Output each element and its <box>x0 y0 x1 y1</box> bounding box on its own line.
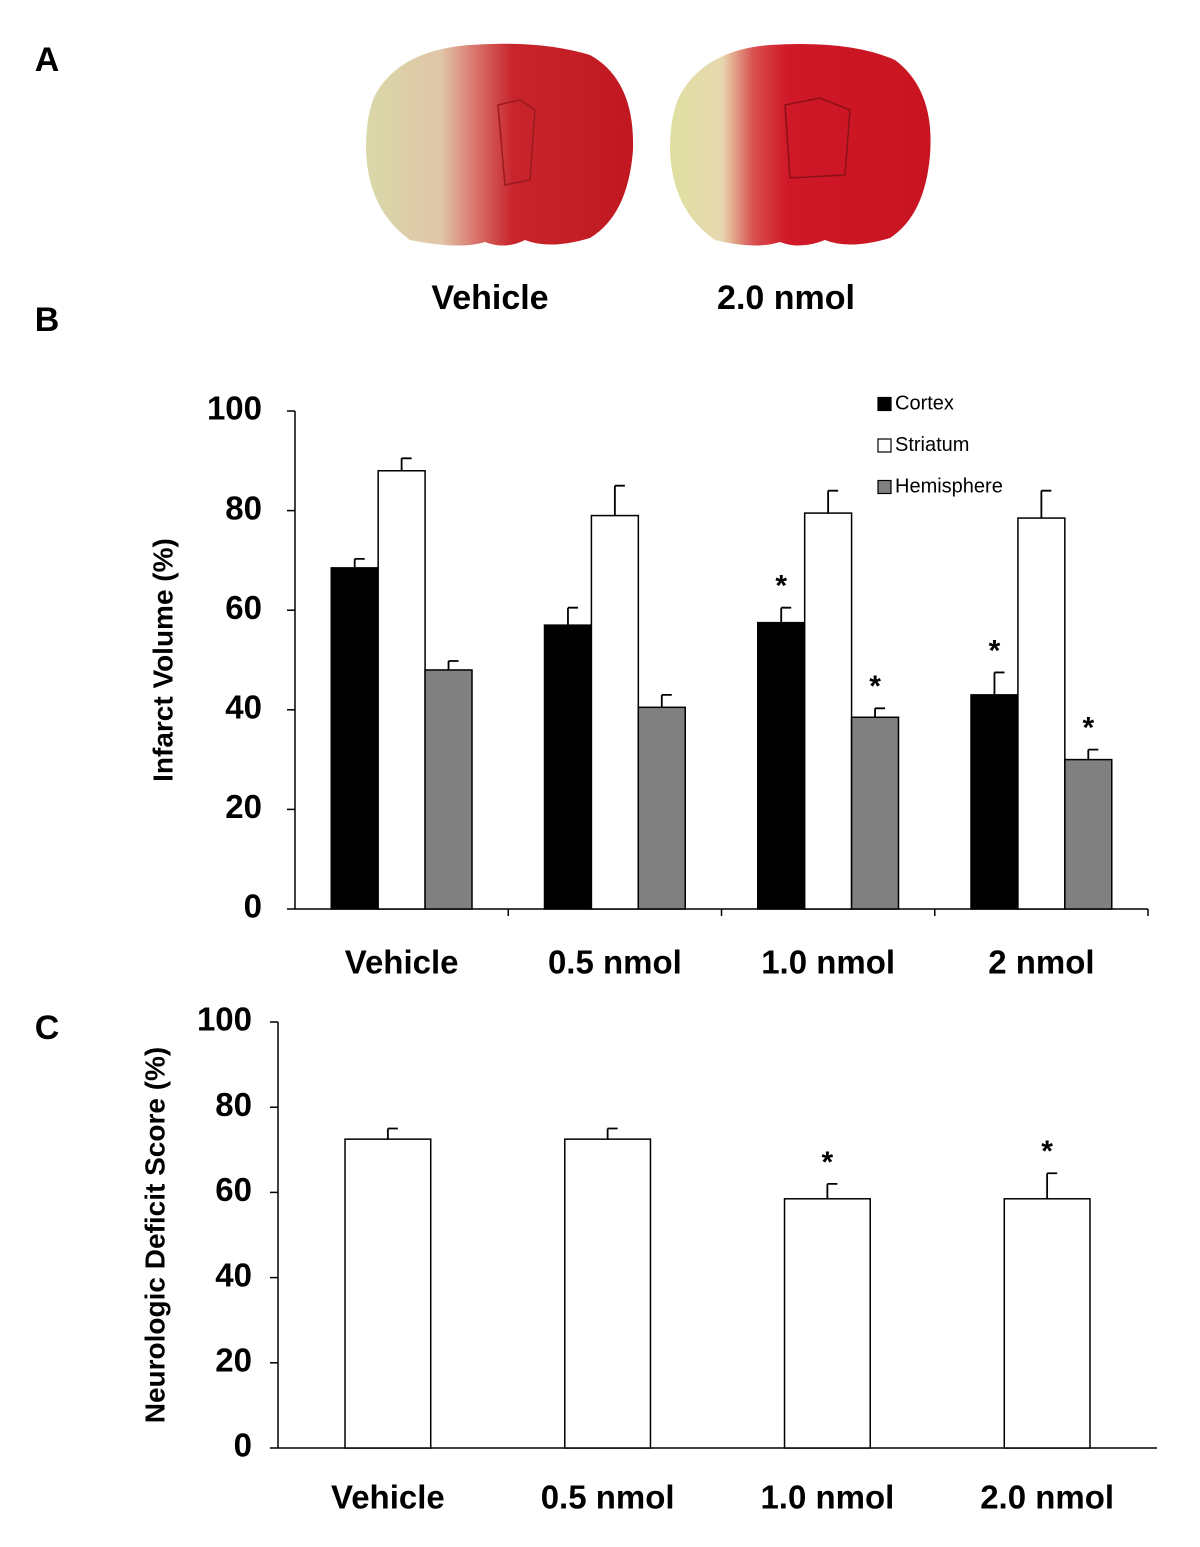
significance-marker: * <box>1082 712 1094 745</box>
y-tick-label: 40 <box>215 1256 252 1293</box>
y-tick-label: 100 <box>197 1001 252 1038</box>
brain-slice-image <box>366 43 634 246</box>
error-bar <box>1040 489 1052 519</box>
bar <box>543 624 593 910</box>
legend-swatch <box>877 438 892 453</box>
x-tick-label: 1.0 nmol <box>761 944 895 981</box>
significance-marker: * <box>775 570 787 603</box>
y-tick-label: 40 <box>225 689 262 726</box>
bar <box>590 514 640 910</box>
y-tick-label: 60 <box>215 1171 252 1208</box>
brain-detail <box>497 99 536 186</box>
legend-label: Striatum <box>895 434 969 456</box>
error-bar <box>606 1127 618 1140</box>
bar <box>850 716 900 910</box>
error-bar <box>613 484 625 516</box>
error-bar <box>1087 748 1099 760</box>
bar <box>330 567 379 910</box>
x-tick-label: Vehicle <box>345 944 459 981</box>
y-tick-label: 80 <box>215 1086 252 1123</box>
error-bar <box>874 707 886 718</box>
error-bar <box>1046 1172 1058 1199</box>
bar <box>783 1198 871 1449</box>
bar <box>637 706 686 910</box>
error-bar <box>780 606 792 623</box>
x-tick-label: 2.0 nmol <box>980 1479 1114 1516</box>
bar <box>1017 517 1066 910</box>
legend-swatch <box>877 479 892 495</box>
bar <box>970 694 1019 910</box>
x-tick-label: 0.5 nmol <box>541 1479 675 1516</box>
bar <box>757 621 806 910</box>
bar <box>424 669 473 910</box>
panel-label: B <box>35 301 60 339</box>
error-bar <box>827 489 839 514</box>
legend-label: Hemisphere <box>895 475 1003 497</box>
x-tick-label: 1.0 nmol <box>760 1479 894 1516</box>
y-axis-label: Neurologic Deficit Score (%) <box>139 1047 170 1424</box>
error-bar <box>993 671 1005 695</box>
error-bar <box>826 1182 838 1199</box>
bar <box>1064 758 1113 910</box>
y-tick-label: 20 <box>225 788 262 825</box>
y-tick-label: 100 <box>207 390 262 427</box>
significance-marker: * <box>989 634 1001 667</box>
y-tick-label: 80 <box>225 489 262 526</box>
y-tick-label: 0 <box>234 1427 252 1464</box>
panel-label: A <box>35 41 60 79</box>
significance-marker: * <box>1041 1135 1053 1168</box>
x-tick-label: Vehicle <box>331 1479 445 1516</box>
error-bar <box>567 606 578 626</box>
image-caption: 2.0 nmol <box>717 279 855 317</box>
bar <box>1003 1198 1091 1449</box>
y-tick-label: 0 <box>244 888 262 925</box>
significance-marker: * <box>822 1146 834 1179</box>
y-tick-label: 20 <box>215 1342 252 1379</box>
legend-label: Cortex <box>895 392 954 414</box>
image-caption: Vehicle <box>431 279 548 317</box>
panel-label: C <box>35 1009 60 1047</box>
brain-detail <box>784 97 851 179</box>
legend-swatch <box>877 396 892 412</box>
brain-slice-image <box>670 44 931 246</box>
bar <box>377 470 426 910</box>
bar <box>564 1138 652 1449</box>
x-tick-label: 0.5 nmol <box>548 944 682 981</box>
error-bar <box>400 457 412 471</box>
significance-marker: * <box>869 670 881 703</box>
bar <box>803 512 853 910</box>
bar <box>344 1138 432 1449</box>
y-axis-label: Infarct Volume (%) <box>147 538 178 782</box>
y-tick-label: 60 <box>225 589 262 626</box>
error-bar <box>447 660 459 670</box>
error-bar <box>353 558 365 568</box>
x-tick-label: 2 nmol <box>988 944 1094 981</box>
error-bar <box>386 1127 398 1140</box>
error-bar <box>660 693 672 708</box>
